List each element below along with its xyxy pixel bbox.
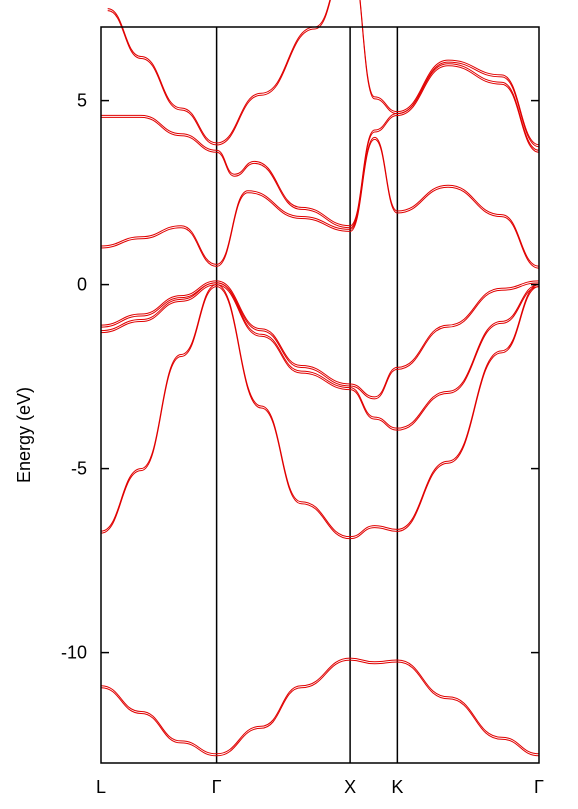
band-line bbox=[101, 63, 540, 227]
x-tick-label: Γ bbox=[534, 777, 544, 797]
x-tick-label: K bbox=[391, 777, 403, 797]
y-tick-label: 0 bbox=[77, 275, 87, 295]
band-line bbox=[100, 280, 540, 398]
y-tick-label: -10 bbox=[61, 643, 87, 663]
band-line bbox=[100, 284, 540, 431]
band-line bbox=[100, 284, 540, 538]
band-line bbox=[100, 138, 540, 269]
band-line bbox=[100, 657, 540, 755]
band-line bbox=[100, 136, 540, 267]
y-tick-label: -5 bbox=[71, 459, 87, 479]
plot-frame bbox=[100, 26, 540, 764]
y-tick-label: 5 bbox=[77, 91, 87, 111]
band-line bbox=[100, 282, 540, 429]
band-line bbox=[100, 286, 540, 540]
band-line bbox=[107, 0, 540, 146]
band-line bbox=[107, 0, 540, 148]
x-tick-label: X bbox=[344, 777, 356, 797]
y-axis-title: Energy (eV) bbox=[14, 387, 34, 483]
x-tick-label: Γ bbox=[212, 777, 222, 797]
band-line bbox=[101, 65, 540, 229]
band-line bbox=[100, 659, 540, 757]
x-tick-label: L bbox=[96, 777, 106, 797]
band-line bbox=[100, 282, 540, 400]
